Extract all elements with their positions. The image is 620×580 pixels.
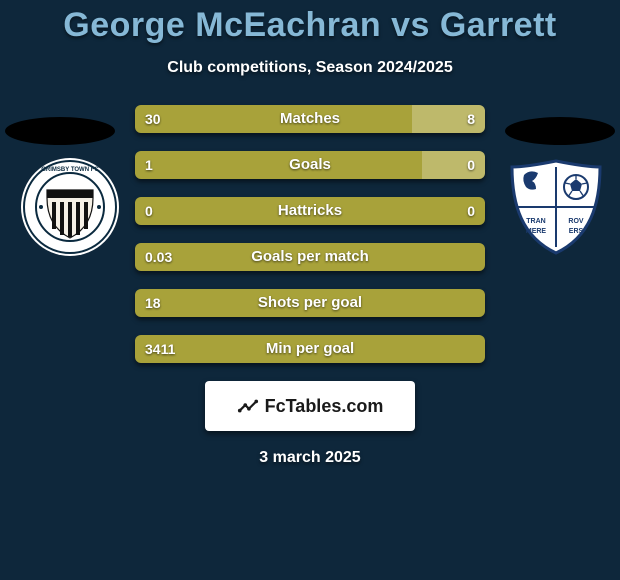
stat-label: Matches [135,105,485,133]
stat-label: Goals [135,151,485,179]
svg-text:ROV: ROV [568,218,584,225]
chart-icon [237,395,259,417]
watermark-text: FcTables.com [265,396,384,417]
stat-row-goals-per-match: 0.03 Goals per match [135,243,485,271]
stat-value-right: 8 [467,105,475,133]
page-title: George McEachran vs Garrett [0,0,620,45]
svg-text:GRIMSBY TOWN FC: GRIMSBY TOWN FC [41,167,99,173]
watermark: FcTables.com [205,381,415,431]
stat-row-min-per-goal: 3411 Min per goal [135,335,485,363]
svg-text:TRAN: TRAN [526,218,545,225]
stat-row-shots-per-goal: 18 Shots per goal [135,289,485,317]
subtitle: Club competitions, Season 2024/2025 [0,59,620,77]
stat-row-matches: 30 Matches 8 [135,105,485,133]
club-crest-left: GRIMSBY TOWN FC [20,157,120,257]
stat-value-right: 0 [467,197,475,225]
date-label: 3 march 2025 [0,449,620,467]
stat-value-right: 0 [467,151,475,179]
svg-text:ERS: ERS [569,228,584,235]
stat-label: Shots per goal [135,289,485,317]
stat-label: Min per goal [135,335,485,363]
club-crest-right: TRAN MERE ROV ERS [506,157,606,257]
stat-label: Goals per match [135,243,485,271]
comparison-panel: GRIMSBY TOWN FC [0,105,620,467]
svg-text:MERE: MERE [526,228,547,235]
stat-bars: 30 Matches 8 1 Goals 0 0 Hattricks 0 0.0… [135,105,485,363]
crest-shadow-right [505,117,615,145]
stat-label: Hattricks [135,197,485,225]
stat-row-hattricks: 0 Hattricks 0 [135,197,485,225]
crest-shadow-left [5,117,115,145]
stat-row-goals: 1 Goals 0 [135,151,485,179]
